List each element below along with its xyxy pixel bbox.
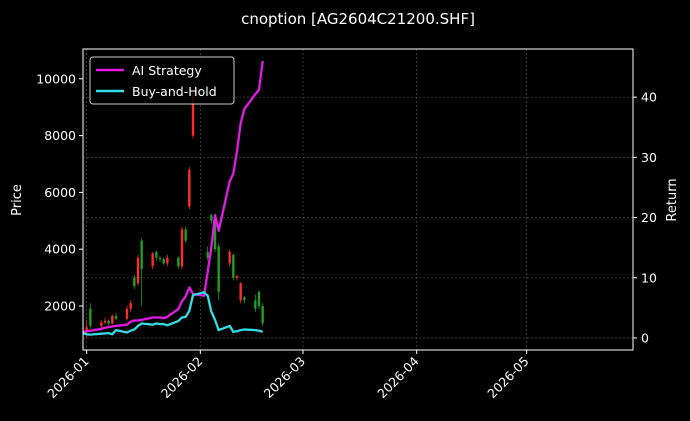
candle-body <box>257 291 261 306</box>
candle-body <box>107 320 110 324</box>
candle-body <box>129 303 132 309</box>
candle-body <box>210 215 213 221</box>
candle-body <box>206 252 209 258</box>
ai-strategy-line <box>82 60 264 334</box>
y-right-tick-label: 0 <box>641 330 649 345</box>
candle-body <box>180 229 184 267</box>
legend-box <box>89 56 235 105</box>
return-lines <box>82 60 264 336</box>
candle-body <box>155 252 158 258</box>
candle-body <box>184 229 187 241</box>
candle-body <box>166 257 169 264</box>
candle-body <box>228 252 231 264</box>
legend: AI Strategy Buy-and-Hold <box>89 56 235 105</box>
candle-body <box>188 169 191 207</box>
candle-body <box>213 220 217 250</box>
candle-body <box>133 277 136 287</box>
chart-title: cnoption [AG2604C21200.SHF] <box>241 10 475 28</box>
candle-body <box>85 327 88 332</box>
y-right-tick-label: 40 <box>641 90 657 105</box>
candle-body <box>100 322 103 326</box>
candle-body <box>191 90 195 136</box>
y-left-tick-label: 8000 <box>44 128 76 143</box>
y-right-tick-label: 20 <box>641 210 657 225</box>
candle-body <box>111 315 114 324</box>
candle-body <box>243 297 246 301</box>
legend-label-buy-and-hold: Buy-and-Hold <box>132 84 217 99</box>
candle-body <box>136 257 140 284</box>
candle-body <box>232 254 235 278</box>
y-left-tick-label: 6000 <box>44 185 76 200</box>
candle-body <box>217 246 220 292</box>
candle-body <box>239 283 242 301</box>
y-left-tick-label: 10000 <box>36 71 76 86</box>
candle-body <box>235 276 239 278</box>
candle-body <box>140 240 143 270</box>
legend-label-ai-strategy: AI Strategy <box>132 63 202 78</box>
y-axis-label-right: Return <box>665 178 680 221</box>
candle-body <box>89 308 92 326</box>
candles <box>85 84 264 338</box>
y-left-tick-label: 2000 <box>44 298 76 313</box>
candle-body <box>158 257 162 260</box>
candle-body <box>114 315 118 319</box>
y-axis-label-left: Price <box>10 184 25 216</box>
y-right-tick-label: 30 <box>641 150 657 165</box>
y-left-tick-label: 4000 <box>44 242 76 257</box>
buy-and-hold-line <box>82 291 264 336</box>
candle-body <box>261 305 264 324</box>
candle-body <box>125 308 129 319</box>
candle-body <box>151 253 154 267</box>
y-right-tick-label: 10 <box>641 270 657 285</box>
plot-frame <box>82 48 634 351</box>
candle-body <box>254 300 257 309</box>
candle-body <box>177 257 180 267</box>
candle-body <box>162 259 165 264</box>
candle-body <box>103 320 107 323</box>
